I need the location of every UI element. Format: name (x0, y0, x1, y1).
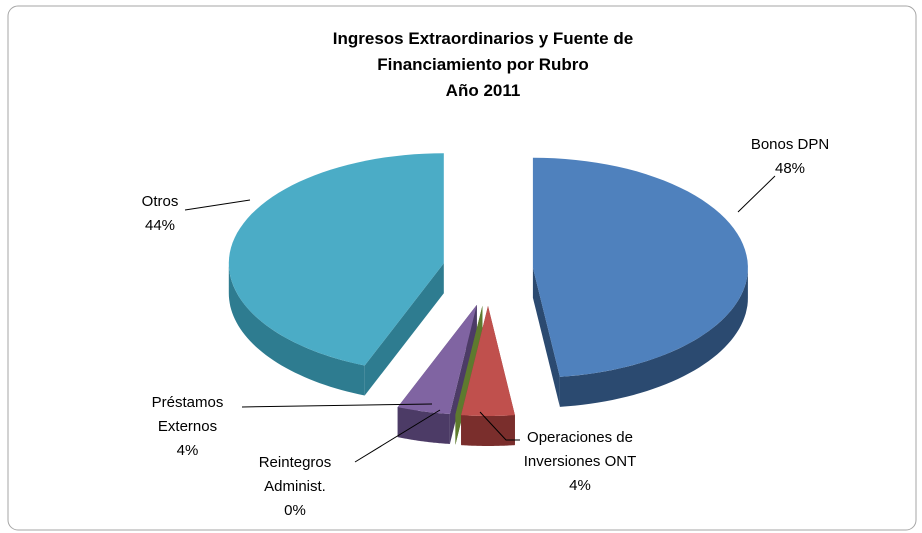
slice-wall (461, 415, 515, 446)
leader-line (241, 403, 433, 408)
slice (461, 306, 515, 416)
slice-wall (559, 267, 748, 407)
leader-line (184, 199, 251, 211)
value-label: 44% (144, 217, 176, 234)
data-label: Préstamos Externos 4% (135, 391, 240, 463)
slice-wall (228, 263, 365, 396)
slice-side (532, 267, 560, 407)
chart-title: Ingresos Extraordinarios y Fuente de (333, 29, 633, 48)
slice (228, 153, 444, 366)
category-label: Otros (141, 193, 179, 210)
slice (532, 157, 748, 377)
category-label: Operaciones de Inversiones ONT (523, 429, 637, 470)
leader-line (737, 175, 776, 213)
value-label: 4% (176, 442, 199, 459)
data-label: Bonos DPN 48% (730, 133, 850, 181)
data-label: Reintegros Administ. 0% (240, 451, 350, 523)
category-label: Préstamos Externos (151, 394, 224, 435)
value-label: 4% (569, 477, 591, 494)
category-label: Bonos DPN (750, 136, 830, 153)
chart-border (7, 5, 917, 531)
chart-title: Financiamiento por Rubro (377, 55, 589, 74)
data-label: Otros 44% (110, 190, 210, 238)
slice-side (364, 263, 444, 396)
slice (397, 304, 477, 414)
category-label: Reintegros Administ. (258, 454, 332, 495)
slice-side (455, 305, 483, 445)
value-label: 0% (284, 502, 306, 519)
slice-wall (397, 407, 450, 444)
leader-line (479, 411, 520, 441)
data-label: Operaciones de Inversiones ONT 4% (505, 426, 655, 498)
leader-line (354, 409, 441, 463)
chart-title: Año 2011 (446, 81, 521, 100)
value-label: 48% (774, 160, 806, 177)
